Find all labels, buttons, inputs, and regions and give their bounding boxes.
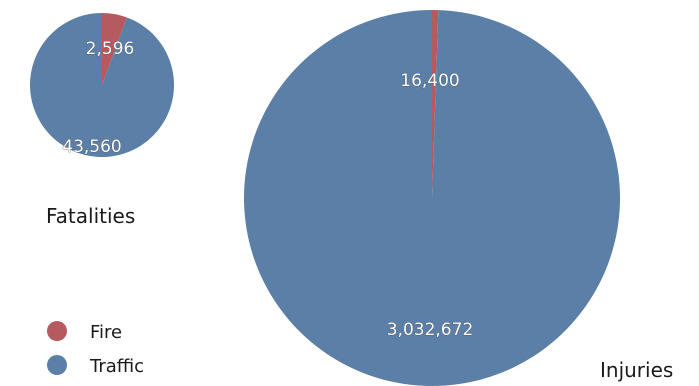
data-label-fatalities-traffic: 43,560: [62, 137, 121, 157]
data-label-fatalities-fire: 2,596: [86, 39, 135, 59]
pie-title-fatalities: Fatalities: [46, 204, 135, 228]
pie-injuries: 16,400 3,032,672: [243, 10, 620, 386]
legend-swatch-traffic: [47, 355, 67, 375]
pie-slice-fatalities-fire: [102, 13, 127, 85]
legend-label-traffic: Traffic: [89, 356, 144, 377]
legend-label-fire: Fire: [90, 322, 122, 343]
pie-fatalities: 2,596 43,560: [29, 13, 174, 157]
data-label-injuries-fire: 16,400: [400, 71, 459, 91]
pie-slice-injuries-fire: [432, 10, 439, 198]
pie-slice-fatalities-traffic: [29, 13, 174, 157]
legend-swatch-fire: [47, 321, 67, 341]
data-label-injuries-traffic: 3,032,672: [387, 320, 474, 340]
pie-title-injuries: Injuries: [600, 358, 673, 382]
legend: Fire Traffic: [47, 321, 144, 377]
pie-slice-injuries-traffic: [243, 10, 620, 386]
